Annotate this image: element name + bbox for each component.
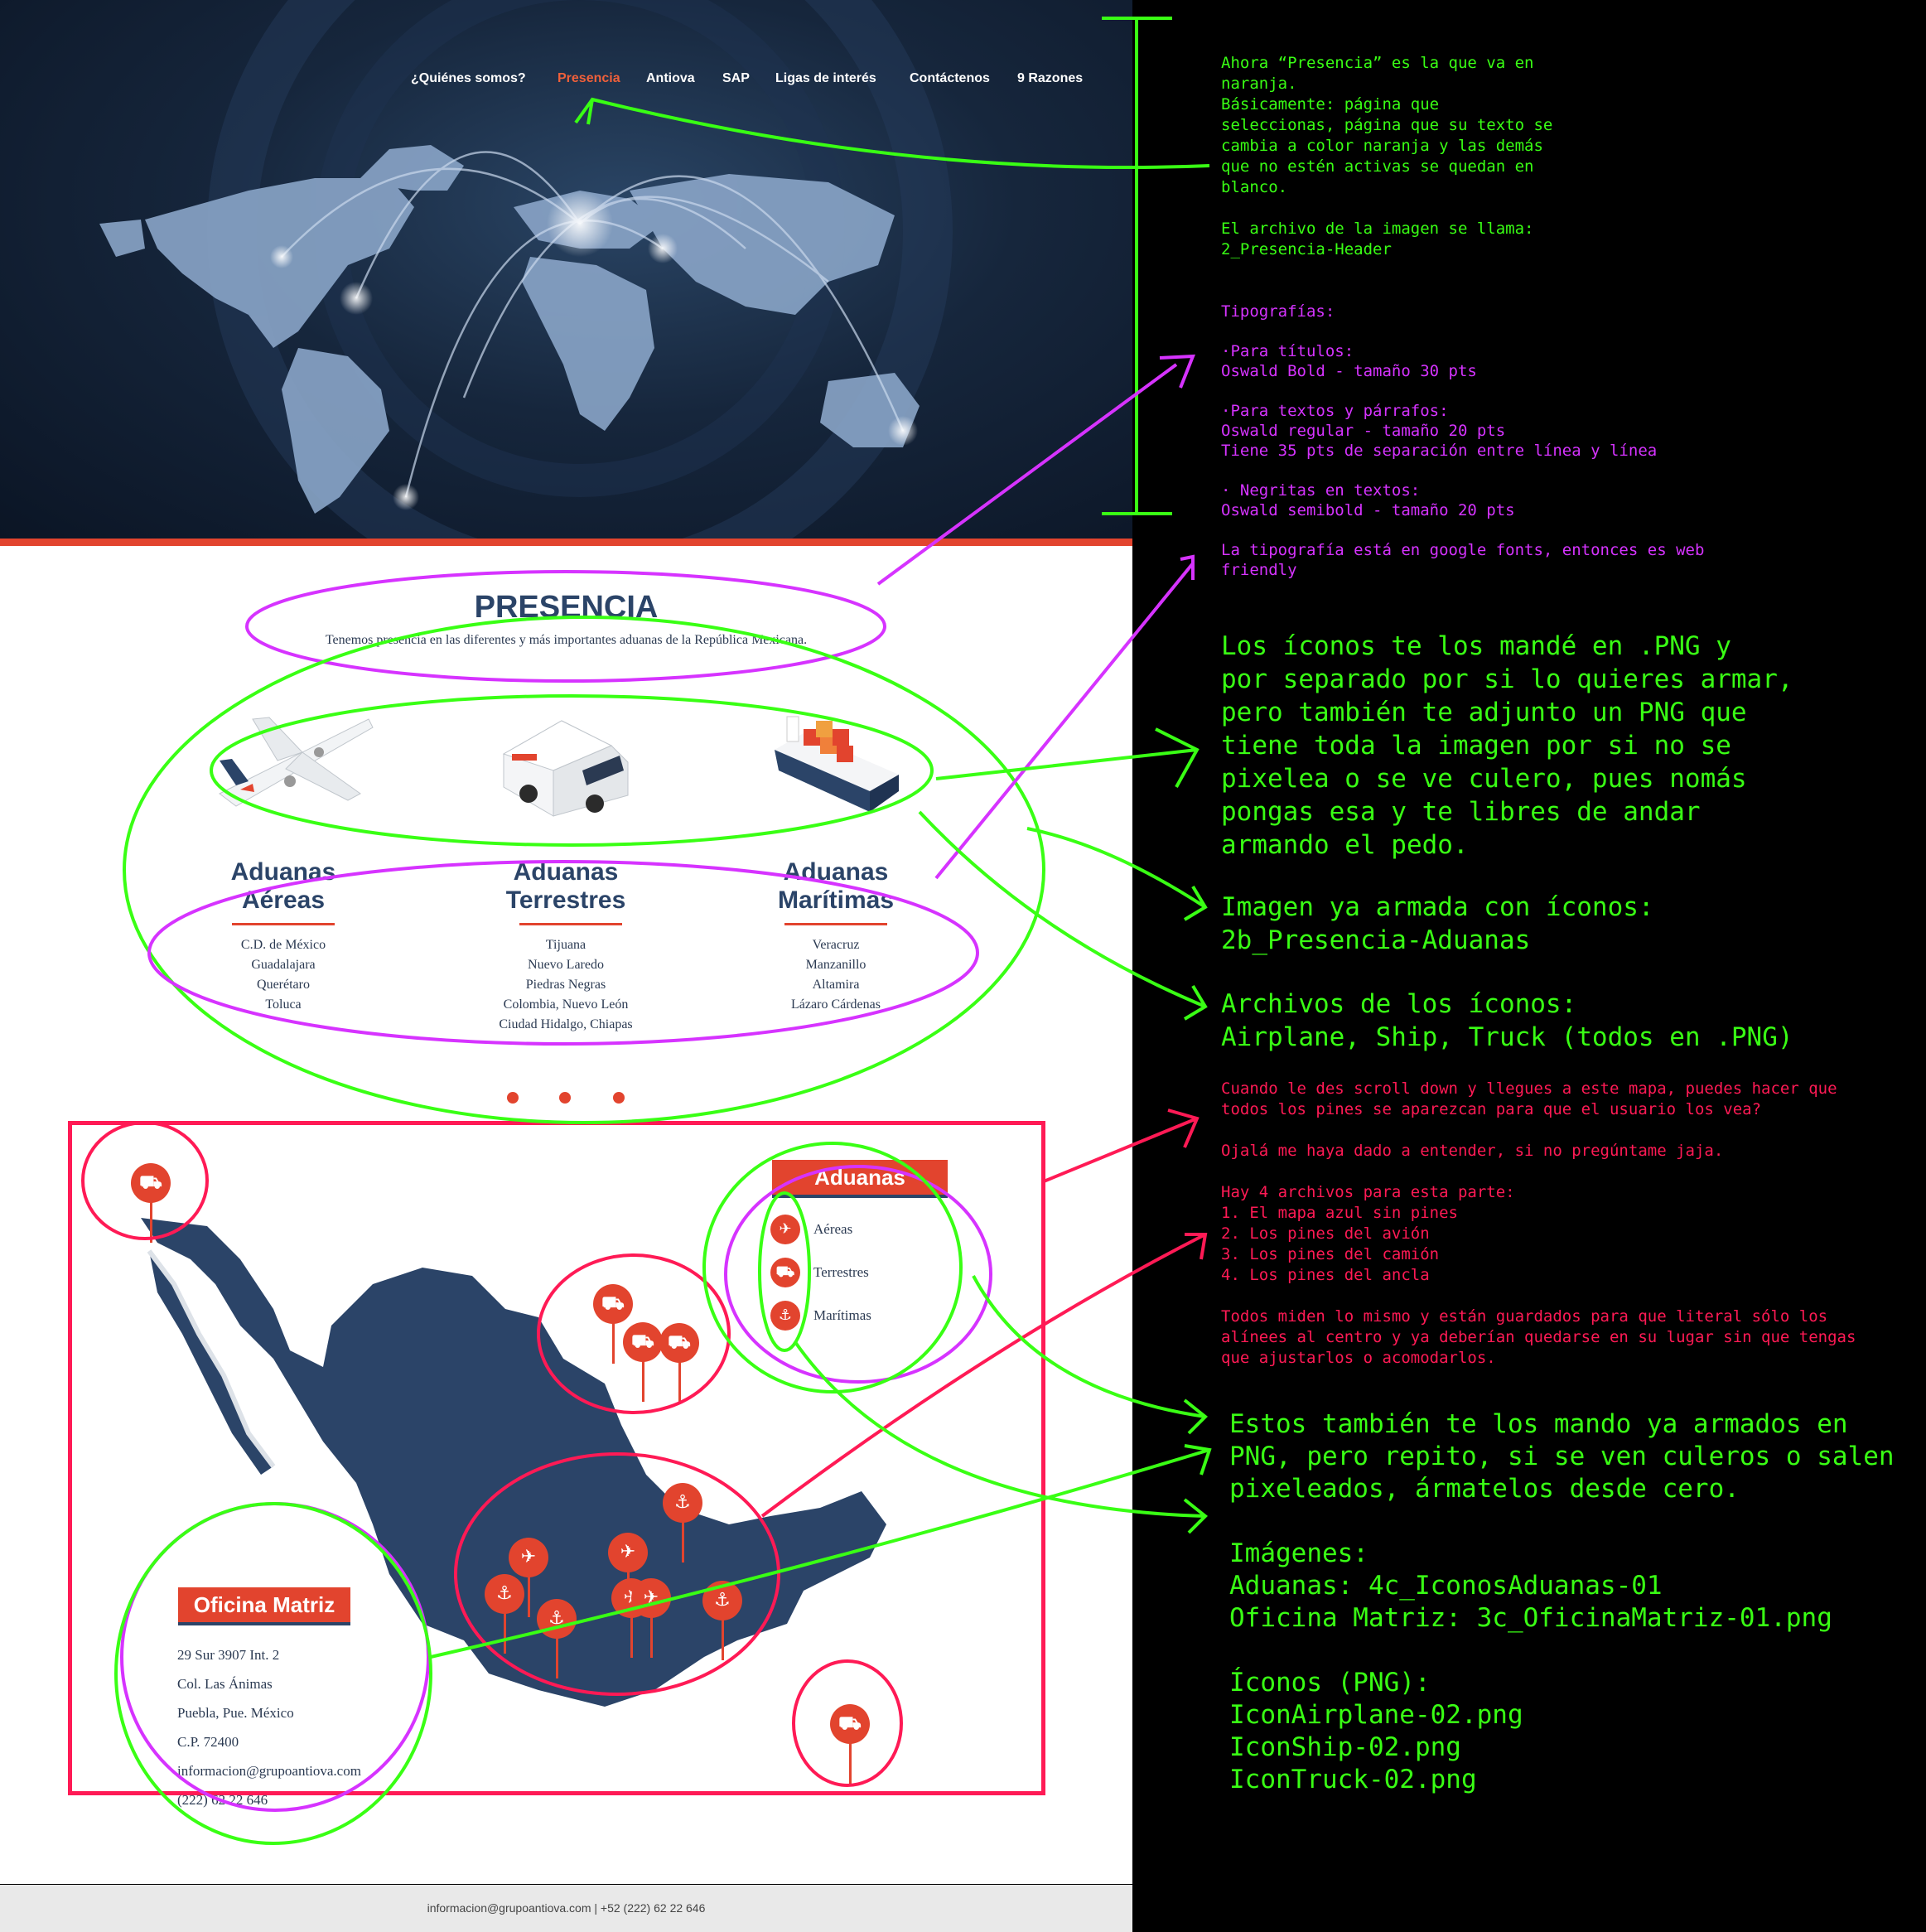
note-imagen-armada: Imagen ya armada con íconos: 2b_Presenci… [1221,892,1654,955]
col-maritimas-title: Aduanas Marítimas [753,858,919,915]
note-tipografias: Tipografías: ·Para títulos: Oswald Bold … [1221,302,1705,579]
col-underline [784,923,887,925]
list-item: Lázaro Cárdenas [791,997,881,1012]
legend-item-aereas: Aéreas [813,1221,853,1237]
airplane-pin-icon: ✈ [608,1533,648,1572]
address-line: C.P. 72400 [177,1734,239,1750]
list-item: Piedras Negras [525,978,606,992]
anchor-pin-icon: ⚓ [663,1483,702,1523]
page-title: PRESENCIA [474,590,659,625]
list-item: Querétaro [257,978,310,992]
airplane-icon [219,717,374,807]
anchor-pin-icon: ⚓ [537,1599,577,1639]
airplane-icon: ✈ [770,1215,800,1244]
address-line: Puebla, Pue. México [177,1705,294,1721]
list-item: Altamira [812,978,860,992]
nav-presencia[interactable]: Presencia [558,71,620,85]
anchor-pin-icon: ⚓ [702,1581,742,1620]
office-address: 29 Sur 3907 Int. 2 Col. Las Ánimas Puebl… [177,1640,361,1814]
truck-pin-icon: ⛟ [830,1704,870,1744]
legend-title: Aduanas [772,1160,948,1198]
nav-9-razones[interactable]: 9 Razones [1017,71,1084,85]
nav-quienes-somos[interactable]: ¿Quiénes somos? [411,71,526,85]
note-iconos: Los íconos te los mandé en .PNG y por se… [1221,631,1793,860]
note-archivos-iconos: Archivos de los íconos: Airplane, Ship, … [1221,989,1793,1052]
office-phone: (222) 62 22 646 [177,1792,268,1808]
list-item: C.D. de México [240,938,326,952]
truck-icon [502,720,629,817]
office-email-link[interactable]: informacion@grupoantiova.com [177,1763,361,1779]
list-item: Nuevo Laredo [528,958,604,972]
list-item: Manzanillo [805,958,866,972]
pager-dot[interactable] [613,1092,625,1104]
note-presencia: Ahora “Presencia” es la que va en naranj… [1221,54,1553,258]
truck-pin-icon: ⛟ [131,1163,171,1203]
col-title-line1: Aduanas [513,858,619,886]
address-line: 29 Sur 3907 Int. 2 [177,1647,280,1663]
footer-contact: informacion@grupoantiova.com | +52 (222)… [427,1901,706,1915]
office-title: Oficina Matriz [178,1587,350,1625]
header-banner: ¿Quiénes somos? Presencia Antiova SAP Li… [0,0,1132,539]
col-title-line1: Aduanas [230,858,336,886]
anchor-pin-icon: ⚓ [485,1574,524,1614]
note-imagenes-armadas: Estos también te los mando ya armados en… [1229,1409,1895,1794]
footer: informacion@grupoantiova.com | +52 (222)… [0,1885,1132,1932]
truck-icon: ⛟ [770,1258,800,1287]
list-item: Toluca [265,997,302,1012]
list-item: Colombia, Nuevo León [503,997,629,1012]
col-terrestres-title: Aduanas Terrestres [483,858,649,915]
col-title-line2: Marítimas [777,886,895,914]
note-scroll-pines: Cuando le des scroll down y llegues a es… [1221,1080,1856,1367]
airplane-pin-icon: ✈ [509,1538,548,1577]
nav-antiova[interactable]: Antiova [646,71,695,85]
col-title-line2: Terrestres [505,886,626,914]
anchor-icon: ⚓ [770,1301,800,1331]
truck-pin-icon: ⛟ [623,1322,663,1362]
ship-icon [775,716,899,812]
page-subtitle: Tenemos presencia en las diferentes y má… [325,633,808,647]
nav-ligas-de-interes[interactable]: Ligas de interés [775,71,876,85]
pager-dot[interactable] [559,1092,571,1104]
col-title-line2: Aéreas [241,886,326,914]
legend-item-maritimas: Marítimas [813,1307,871,1323]
col-aereas-list: C.D. de México Guadalajara Querétaro Tol… [200,935,366,1015]
pager-dot[interactable] [507,1092,519,1104]
list-item: Ciudad Hidalgo, Chiapas [499,1017,633,1031]
nav-sap[interactable]: SAP [722,71,750,85]
col-underline [519,923,622,925]
col-terrestres-list: Tijuana Nuevo Laredo Piedras Negras Colo… [466,935,665,1035]
list-item: Tijuana [545,938,586,952]
truck-pin-icon: ⛟ [593,1284,633,1324]
header-divider [0,539,1132,546]
col-underline [232,923,335,925]
col-maritimas-list: Veracruz Manzanillo Altamira Lázaro Cárd… [753,935,919,1015]
list-item: Guadalajara [251,958,316,972]
col-title-line1: Aduanas [783,858,889,886]
list-item: Veracruz [812,938,860,952]
truck-pin-icon: ⛟ [659,1323,699,1363]
nav-contactenos[interactable]: Contáctenos [910,71,990,85]
airplane-pin-icon: ✈ [631,1578,671,1618]
legend-item-terrestres: Terrestres [813,1264,869,1280]
col-aereas-title: Aduanas Aéreas [200,858,366,915]
address-line: Col. Las Ánimas [177,1676,273,1692]
